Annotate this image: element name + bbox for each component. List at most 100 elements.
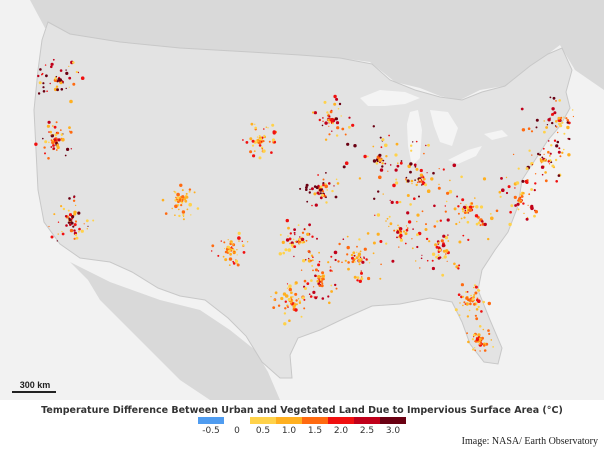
heat-dot xyxy=(444,249,449,253)
heat-dot xyxy=(50,139,53,142)
heat-dot xyxy=(360,270,362,272)
heat-dot xyxy=(290,296,293,299)
heat-dot xyxy=(299,242,301,245)
heat-dot xyxy=(365,258,368,261)
heat-dot xyxy=(331,189,334,193)
heat-dot xyxy=(473,294,476,296)
heat-dot xyxy=(297,298,300,300)
heat-dot xyxy=(313,296,316,298)
heat-dot xyxy=(291,296,294,298)
heat-dot xyxy=(312,290,316,294)
heat-dot xyxy=(322,117,324,119)
heat-dot xyxy=(522,191,525,195)
heat-dot xyxy=(379,168,384,172)
heat-dot xyxy=(492,346,494,348)
heat-dot xyxy=(46,124,51,128)
heat-dot xyxy=(379,155,381,158)
heat-dot xyxy=(271,138,276,142)
heat-dot xyxy=(471,205,475,208)
heat-dot xyxy=(180,196,182,198)
heat-dot xyxy=(303,279,307,283)
heat-dot xyxy=(421,254,423,256)
heat-dot xyxy=(528,193,531,196)
heat-dot xyxy=(448,189,453,194)
heat-dot xyxy=(311,204,313,207)
heat-dot xyxy=(56,240,58,242)
heat-dot xyxy=(356,245,358,248)
heat-dot xyxy=(287,235,289,237)
heat-dot xyxy=(186,208,189,211)
heat-dot xyxy=(237,231,241,235)
heat-dot xyxy=(55,85,59,88)
heat-dot xyxy=(414,179,416,181)
heat-dot xyxy=(544,171,547,174)
heat-dot xyxy=(61,137,65,142)
heat-dot xyxy=(318,260,321,263)
heat-dot xyxy=(473,302,476,306)
heat-dot xyxy=(273,298,276,302)
heat-dot xyxy=(316,296,318,298)
heat-dot xyxy=(410,144,413,147)
heat-dot xyxy=(344,133,347,136)
heat-dot xyxy=(75,70,78,74)
heat-dot xyxy=(396,236,398,239)
heat-dot xyxy=(309,188,311,191)
heat-dot xyxy=(274,291,278,295)
heat-dot xyxy=(48,141,50,144)
heat-dot xyxy=(404,242,407,245)
heat-dot xyxy=(473,299,476,302)
heat-dot xyxy=(338,242,341,246)
heat-dot xyxy=(405,225,408,227)
heat-dot xyxy=(252,154,256,158)
heat-dot xyxy=(461,295,464,298)
heat-dot xyxy=(233,253,235,255)
heat-dot xyxy=(468,309,471,312)
heat-dot xyxy=(324,121,328,125)
heat-dot xyxy=(527,127,531,130)
heat-dot xyxy=(445,253,447,255)
heat-dot xyxy=(406,211,410,215)
heat-dot xyxy=(462,304,464,307)
heat-dot xyxy=(352,251,356,255)
heat-dot xyxy=(311,264,314,267)
heat-dot xyxy=(288,285,292,289)
heat-dot xyxy=(534,210,538,214)
heat-dot xyxy=(464,303,467,305)
legend-swatch xyxy=(302,417,328,424)
heat-dot xyxy=(548,163,551,165)
heat-dot xyxy=(73,196,76,199)
heat-dot xyxy=(416,213,420,217)
heat-dot xyxy=(326,111,329,114)
heat-dot xyxy=(287,226,290,230)
heat-dot xyxy=(287,248,292,252)
heat-dot xyxy=(328,125,330,127)
heat-dot xyxy=(557,150,561,154)
heat-dot xyxy=(444,210,447,213)
urban-heat-dots xyxy=(34,58,575,352)
heat-dot xyxy=(297,224,300,227)
heat-dot xyxy=(468,205,473,210)
heat-dot xyxy=(360,277,364,281)
heat-dot xyxy=(310,187,314,191)
heat-dot xyxy=(464,209,467,212)
heat-dot xyxy=(69,130,71,132)
heat-dot xyxy=(430,177,434,181)
heat-dot xyxy=(331,130,333,132)
heat-dot xyxy=(476,298,479,302)
heat-dot xyxy=(188,188,192,191)
heat-dot xyxy=(316,279,320,283)
heat-dot xyxy=(533,189,536,192)
heat-dot xyxy=(258,141,261,145)
heat-dot xyxy=(34,142,38,146)
heat-dot xyxy=(322,278,325,281)
heat-dot xyxy=(324,184,329,189)
heat-dot xyxy=(335,287,338,290)
heat-dot xyxy=(224,258,228,262)
heat-dot xyxy=(290,302,293,305)
heat-dot xyxy=(363,154,367,159)
heat-dot xyxy=(251,144,255,147)
heat-dot xyxy=(410,179,414,183)
heat-dot xyxy=(527,216,529,219)
heat-dot xyxy=(521,179,525,183)
heat-dot xyxy=(385,242,388,245)
